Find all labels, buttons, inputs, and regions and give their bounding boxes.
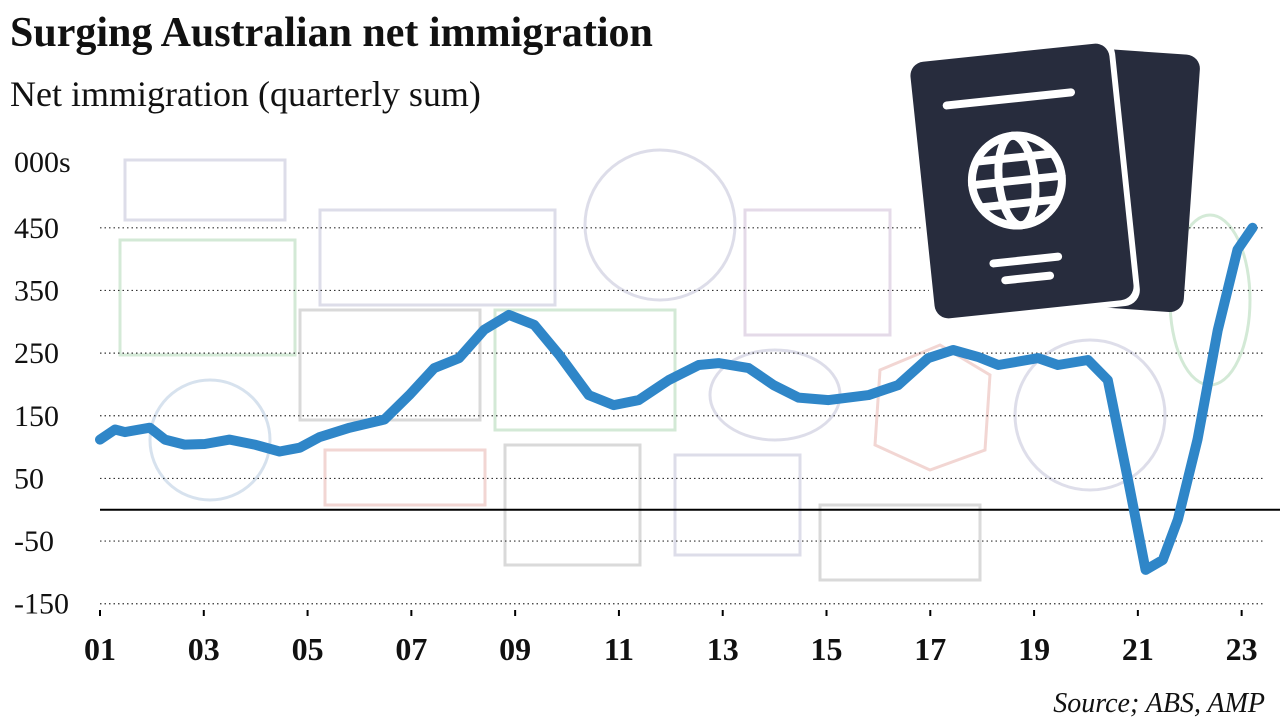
x-tick-label: 19 bbox=[1018, 631, 1050, 667]
y-tick-label: 350 bbox=[14, 274, 59, 307]
x-tick-label: 09 bbox=[499, 631, 531, 667]
source-note: Source; ABS, AMP bbox=[1053, 688, 1265, 719]
x-tick-label: 07 bbox=[395, 631, 427, 667]
y-tick-label: 450 bbox=[14, 212, 59, 245]
x-tick-label: 01 bbox=[84, 631, 116, 667]
y-tick-label: -50 bbox=[14, 525, 54, 558]
x-tick-label: 23 bbox=[1226, 631, 1258, 667]
x-tick-label: 15 bbox=[811, 631, 843, 667]
y-axis-unit: 000s bbox=[14, 146, 71, 179]
y-tick-label: 150 bbox=[14, 400, 59, 433]
data-line bbox=[95, 222, 1258, 575]
x-tick-label: 05 bbox=[292, 631, 324, 667]
x-tick-label: 21 bbox=[1122, 631, 1154, 667]
y-tick-label: -150 bbox=[14, 588, 69, 621]
x-tick-label: 11 bbox=[604, 631, 634, 667]
plot-area: 450 350 250 150 50 -50 -150 01 03 05 07 09 11 13 15 17 1… bbox=[14, 212, 1280, 667]
chart-subtitle: Net immigration (quarterly sum) bbox=[10, 74, 481, 114]
x-tick-label: 13 bbox=[707, 631, 739, 667]
x-tick-label: 03 bbox=[188, 631, 220, 667]
passport-icon bbox=[906, 39, 1200, 325]
y-tick-label: 50 bbox=[14, 462, 44, 495]
y-tick-label: 250 bbox=[14, 337, 59, 370]
x-tick-label: 17 bbox=[914, 631, 946, 667]
chart-title: Surging Australian net immigration bbox=[10, 10, 653, 56]
